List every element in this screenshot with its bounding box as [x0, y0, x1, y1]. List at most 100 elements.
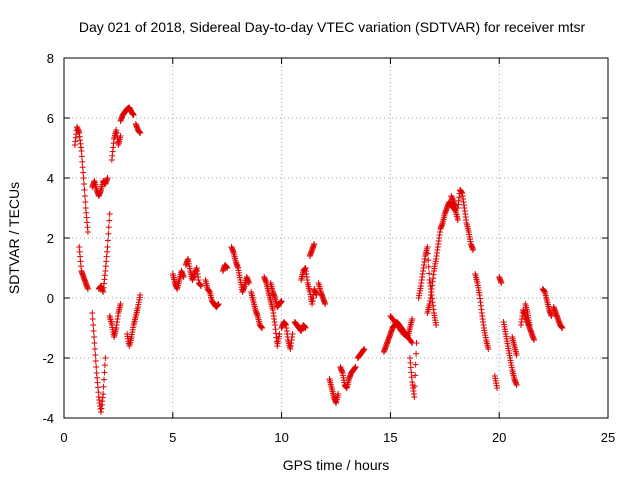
data-point	[91, 346, 98, 352]
data-point	[425, 257, 432, 264]
data-point	[137, 130, 144, 136]
data-point	[411, 383, 418, 390]
y-tick-label: 0	[47, 291, 54, 306]
data-point	[311, 241, 318, 247]
data-point	[80, 169, 87, 176]
data-point	[215, 301, 222, 307]
y-axis-label: SDTVAR / TECUs	[6, 182, 22, 294]
y-tick-label: 4	[47, 171, 54, 186]
data-point	[105, 230, 112, 237]
data-point	[104, 244, 111, 250]
data-point	[313, 292, 320, 298]
data-point	[454, 217, 461, 223]
data-point	[559, 325, 566, 331]
x-tick-label: 20	[492, 430, 506, 445]
data-point	[80, 175, 87, 181]
data-point	[117, 301, 124, 307]
data-point	[93, 364, 100, 370]
data-point	[79, 158, 86, 165]
data-point	[412, 361, 419, 368]
data-point	[513, 382, 520, 388]
data-point	[408, 338, 415, 345]
data-point	[101, 369, 108, 376]
data-point	[322, 301, 329, 307]
y-tick-label: 2	[47, 231, 54, 246]
data-point	[276, 331, 283, 337]
data-point	[425, 263, 432, 270]
y-tick-label: -4	[42, 411, 54, 426]
data-point	[259, 325, 266, 331]
data-point	[84, 286, 91, 292]
y-tick-label: 6	[47, 111, 54, 126]
data-point	[224, 265, 231, 271]
data-point	[92, 352, 99, 358]
data-point	[302, 325, 309, 331]
data-point	[106, 217, 113, 224]
data-point	[413, 340, 420, 346]
data-point	[245, 280, 252, 286]
data-point	[470, 247, 477, 253]
data-point	[84, 229, 91, 235]
data-point	[498, 280, 505, 286]
data-point	[531, 337, 538, 343]
data-points	[71, 104, 566, 415]
data-point	[100, 383, 107, 390]
data-point	[104, 175, 111, 181]
data-point	[424, 244, 431, 250]
data-point	[81, 187, 88, 193]
data-point	[79, 164, 86, 171]
grid-lines	[64, 58, 608, 418]
x-axis-label: GPS time / hours	[283, 457, 390, 473]
data-point	[180, 274, 187, 280]
data-point	[78, 153, 85, 160]
data-point	[352, 364, 359, 370]
data-point	[91, 340, 98, 346]
data-point	[433, 322, 440, 328]
data-point	[81, 193, 88, 199]
data-point	[101, 362, 108, 369]
data-point	[100, 391, 107, 397]
data-point	[289, 331, 296, 337]
data-point	[81, 181, 88, 187]
x-tick-label: 10	[274, 430, 288, 445]
data-point	[494, 385, 501, 391]
y-tick-label: 8	[47, 51, 54, 66]
data-point	[526, 322, 533, 328]
y-tick-label: -2	[42, 351, 54, 366]
data-point	[78, 148, 85, 154]
data-point	[335, 391, 342, 397]
chart-title: Day 021 of 2018, Sidereal Day-to-day VTE…	[79, 19, 586, 35]
data-point	[198, 283, 205, 289]
data-point	[409, 316, 416, 322]
data-point	[278, 298, 285, 304]
data-point	[89, 316, 96, 322]
data-point	[411, 394, 418, 400]
x-tick-label: 25	[601, 430, 615, 445]
data-point	[104, 237, 111, 244]
data-point	[101, 376, 108, 383]
data-point	[82, 199, 89, 205]
data-point	[91, 334, 98, 340]
data-point	[105, 224, 112, 231]
x-tick-label: 15	[383, 430, 397, 445]
plot-frame	[63, 57, 609, 419]
data-point	[117, 133, 124, 139]
data-point	[548, 313, 555, 319]
data-point	[89, 310, 96, 316]
data-point	[102, 355, 109, 361]
data-point	[90, 322, 97, 328]
data-point	[426, 270, 433, 277]
data-point	[361, 346, 368, 352]
data-point	[90, 328, 97, 334]
data-point	[106, 211, 113, 217]
x-tick-label: 5	[169, 430, 176, 445]
x-tick-label: 0	[60, 430, 67, 445]
data-point	[92, 358, 99, 364]
data-point	[485, 346, 492, 352]
data-point	[513, 352, 520, 358]
data-point	[424, 250, 431, 257]
data-point	[130, 112, 137, 118]
data-point	[413, 350, 420, 357]
data-point	[412, 372, 419, 379]
